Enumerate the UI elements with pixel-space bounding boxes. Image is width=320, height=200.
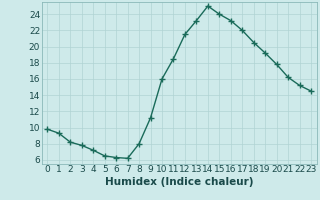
X-axis label: Humidex (Indice chaleur): Humidex (Indice chaleur) [105, 177, 253, 187]
